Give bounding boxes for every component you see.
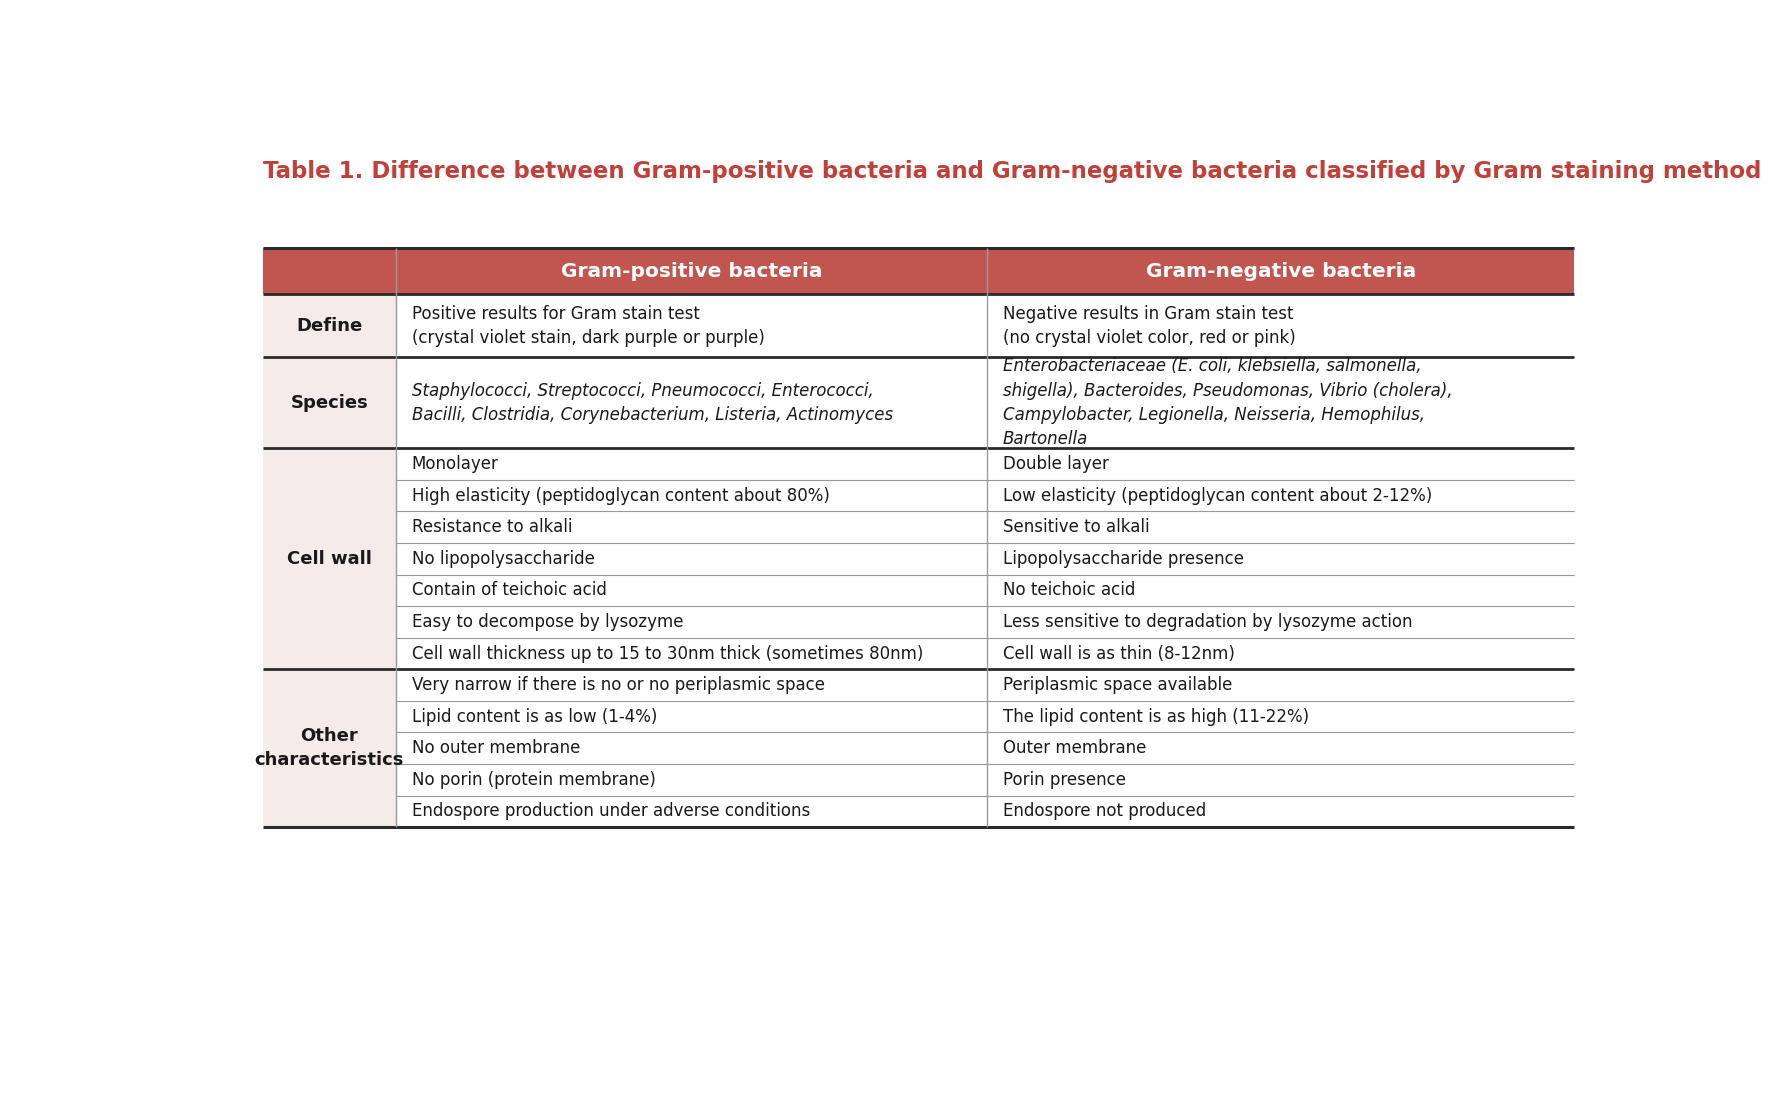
Text: Double layer: Double layer xyxy=(1004,455,1109,473)
Text: No lipopolysaccharide: No lipopolysaccharide xyxy=(412,550,595,568)
Text: No teichoic acid: No teichoic acid xyxy=(1004,581,1136,599)
Text: Cell wall thickness up to 15 to 30nm thick (sometimes 80nm): Cell wall thickness up to 15 to 30nm thi… xyxy=(412,644,923,663)
Text: Positive results for Gram stain test
(crystal violet stain, dark purple or purpl: Positive results for Gram stain test (cr… xyxy=(412,305,765,347)
Text: Contain of teichoic acid: Contain of teichoic acid xyxy=(412,581,606,599)
Text: No outer membrane: No outer membrane xyxy=(412,739,581,757)
Text: Gram-negative bacteria: Gram-negative bacteria xyxy=(1145,262,1416,281)
Text: Outer membrane: Outer membrane xyxy=(1004,739,1147,757)
Bar xyxy=(396,294,1573,357)
Text: Enterobacteriaceae (E. coli, klebsiella, salmonella,
shigella), Bacteroides, Pse: Enterobacteriaceae (E. coli, klebsiella,… xyxy=(1004,357,1453,449)
Text: Less sensitive to degradation by lysozyme action: Less sensitive to degradation by lysozym… xyxy=(1004,613,1412,631)
Bar xyxy=(396,449,1573,670)
Text: Endospore production under adverse conditions: Endospore production under adverse condi… xyxy=(412,802,810,820)
Bar xyxy=(263,249,1573,294)
Bar xyxy=(263,294,396,357)
Text: Species: Species xyxy=(290,393,369,412)
Text: Negative results in Gram stain test
(no crystal violet color, red or pink): Negative results in Gram stain test (no … xyxy=(1004,305,1296,347)
Bar xyxy=(263,449,396,670)
Text: Very narrow if there is no or no periplasmic space: Very narrow if there is no or no peripla… xyxy=(412,676,824,694)
Text: Lipopolysaccharide presence: Lipopolysaccharide presence xyxy=(1004,550,1244,568)
Text: Endospore not produced: Endospore not produced xyxy=(1004,802,1206,820)
Bar xyxy=(396,670,1573,828)
Text: Gram-positive bacteria: Gram-positive bacteria xyxy=(561,262,823,281)
Text: Table 1. Difference between Gram-positive bacteria and Gram-negative bacteria cl: Table 1. Difference between Gram-positiv… xyxy=(263,159,1762,182)
Bar xyxy=(396,357,1573,449)
Text: Cell wall is as thin (8-12nm): Cell wall is as thin (8-12nm) xyxy=(1004,644,1235,663)
Text: Cell wall: Cell wall xyxy=(287,550,371,568)
Text: Easy to decompose by lysozyme: Easy to decompose by lysozyme xyxy=(412,613,683,631)
Text: Low elasticity (peptidoglycan content about 2-12%): Low elasticity (peptidoglycan content ab… xyxy=(1004,486,1432,505)
Text: Porin presence: Porin presence xyxy=(1004,771,1125,789)
Bar xyxy=(263,357,396,449)
Text: Define: Define xyxy=(296,317,362,335)
Text: Sensitive to alkali: Sensitive to alkali xyxy=(1004,518,1149,536)
Text: The lipid content is as high (11-22%): The lipid content is as high (11-22%) xyxy=(1004,707,1308,726)
Text: Lipid content is as low (1-4%): Lipid content is as low (1-4%) xyxy=(412,707,658,726)
Text: No porin (protein membrane): No porin (protein membrane) xyxy=(412,771,656,789)
Text: Other
characteristics: Other characteristics xyxy=(254,727,403,769)
Bar xyxy=(263,670,396,828)
Text: High elasticity (peptidoglycan content about 80%): High elasticity (peptidoglycan content a… xyxy=(412,486,830,505)
Text: Resistance to alkali: Resistance to alkali xyxy=(412,518,572,536)
Text: Staphylococci, Streptococci, Pneumococci, Enterococci,
Bacilli, Clostridia, Cory: Staphylococci, Streptococci, Pneumococci… xyxy=(412,381,892,424)
Text: Monolayer: Monolayer xyxy=(412,455,498,473)
Text: Periplasmic space available: Periplasmic space available xyxy=(1004,676,1233,694)
